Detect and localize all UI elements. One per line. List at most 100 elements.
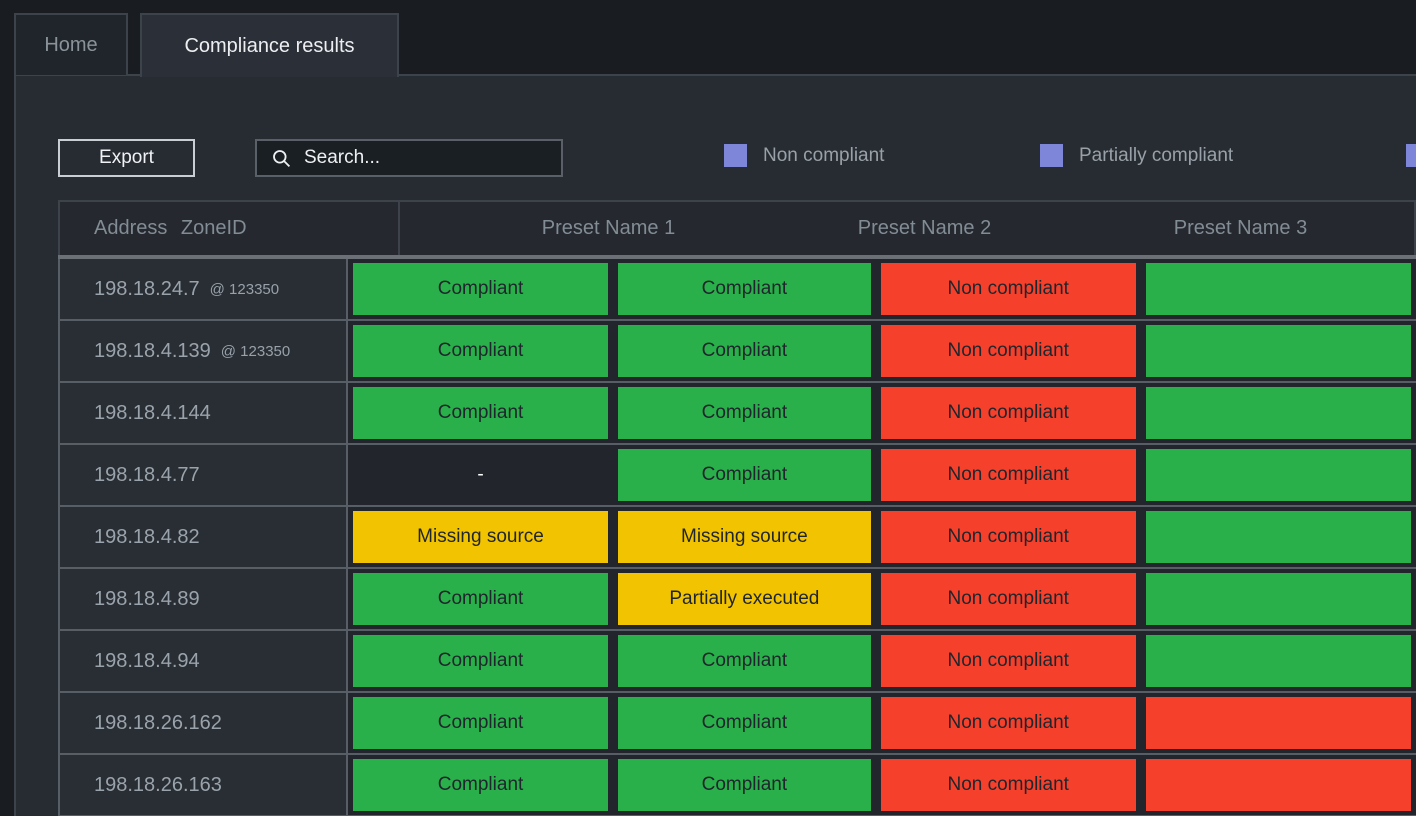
status-cell: Non compliant [876, 569, 1141, 629]
status-cell: Compliant [348, 321, 613, 381]
legend-item: Non compliant [724, 144, 884, 167]
table-row: 198.18.4.139 @ 123350 Compliant Compliant No… [60, 321, 1416, 383]
status-badge-compliant [1145, 325, 1411, 377]
status-badge-compliant: Compliant [617, 697, 871, 749]
legend-swatch-icon [1040, 144, 1063, 167]
status-cell: Non compliant [876, 259, 1141, 319]
address-text: 198.18.4.89 [94, 587, 200, 610]
status-cell: Compliant [613, 445, 876, 505]
status-cell: Compliant [613, 755, 876, 815]
status-badge-compliant: Compliant [617, 759, 871, 811]
status-badge-compliant: Compliant [353, 263, 608, 315]
address-cell: 198.18.4.94 [60, 631, 349, 691]
status-badge-compliant [1145, 573, 1411, 625]
status-badge-compliant [1145, 263, 1411, 315]
status-badge-non_compliant: Non compliant [880, 573, 1136, 625]
status-badge-non_compliant: Non compliant [880, 511, 1136, 563]
status-badge-compliant [1145, 449, 1411, 501]
address-cell: 198.18.4.144 [60, 383, 349, 443]
address-cell: 198.18.4.82 [60, 507, 349, 567]
status-cell: Compliant [348, 383, 613, 443]
table-row: 198.18.24.7 @ 123350 Compliant Compliant Non… [60, 259, 1416, 321]
tab-compliance-results[interactable]: Compliance results [140, 13, 399, 77]
legend-item [1406, 144, 1416, 167]
status-cell: Compliant [348, 631, 613, 691]
status-badge-compliant: Compliant [617, 325, 871, 377]
tab-home[interactable]: Home [14, 13, 128, 75]
search-input[interactable] [304, 147, 561, 169]
status-badge-missing_source: Missing source [617, 511, 871, 563]
table-row: 198.18.26.162 Compliant Compliant Non compl… [60, 693, 1416, 755]
status-cell [1141, 383, 1416, 443]
table-row: 198.18.4.94 Compliant Compliant Non complia… [60, 631, 1416, 693]
column-header-preset-3[interactable]: Preset Name 3 [1032, 202, 1349, 255]
address-cell: 198.18.26.162 [60, 693, 349, 753]
legend-label: Non compliant [763, 144, 885, 166]
tab-home-label: Home [44, 33, 98, 56]
legend-item: Partially compliant [1040, 144, 1233, 167]
status-badge-non_compliant: Non compliant [880, 697, 1136, 749]
column-header-preset-2[interactable]: Preset Name 2 [717, 202, 1032, 255]
status-cell [1141, 507, 1416, 567]
status-badge-compliant: Compliant [353, 325, 608, 377]
column-header-address-zoneid[interactable]: Address ZoneID [60, 202, 400, 255]
status-badge-non_compliant [1145, 759, 1411, 811]
status-cell: Compliant [613, 259, 876, 319]
legend-label: Partially compliant [1079, 144, 1234, 166]
status-cell: Non compliant [876, 321, 1141, 381]
address-text: 198.18.4.139 [94, 339, 211, 362]
legend-swatch-icon [724, 144, 747, 167]
status-cell [1141, 569, 1416, 629]
status-cell: Compliant [613, 321, 876, 381]
status-cell: Non compliant [876, 445, 1141, 505]
status-badge-non_compliant: Non compliant [880, 449, 1136, 501]
status-cell [1141, 259, 1416, 319]
column-header-preset-label: Preset Name 3 [1173, 217, 1308, 239]
address-text: 198.18.4.144 [94, 401, 211, 424]
column-header-preset-label: Preset Name 1 [541, 217, 676, 239]
status-cell: Non compliant [876, 507, 1141, 567]
table-row: 198.18.4.82 Missing source Missing source N… [60, 507, 1416, 569]
status-badge-compliant: Compliant [353, 387, 608, 439]
header-separator [58, 255, 1416, 259]
compliance-table: Address ZoneID Preset Name 1 Preset Name 2… [58, 200, 1416, 816]
status-cell: Compliant [348, 755, 613, 815]
status-cell: Compliant [613, 631, 876, 691]
status-cell [1141, 755, 1416, 815]
status-badge-non_compliant [1145, 697, 1411, 749]
address-cell: 198.18.4.89 [60, 569, 349, 629]
table-row: 198.18.4.144 Compliant Compliant Non compli… [60, 383, 1416, 445]
search-icon [273, 149, 291, 167]
table-body: 198.18.24.7 @ 123350 Compliant Compliant Non… [58, 259, 1416, 816]
status-badge-compliant: Compliant [353, 697, 608, 749]
address-text: 198.18.4.77 [94, 463, 200, 486]
status-cell: Compliant [613, 383, 876, 443]
table-row: 198.18.26.163 Compliant Compliant Non compl… [60, 755, 1416, 816]
status-cell: - [348, 445, 613, 505]
address-text: 198.18.4.82 [94, 525, 200, 548]
status-badge-missing_source: Missing source [353, 511, 608, 563]
table-row: 198.18.4.89 Compliant Partially executed No… [60, 569, 1416, 631]
status-cell: Compliant [348, 693, 613, 753]
address-cell: 198.18.4.77 [60, 445, 349, 505]
export-button[interactable]: Export [58, 139, 195, 177]
status-cell: Missing source [348, 507, 613, 567]
status-cell: Partially executed [613, 569, 876, 629]
status-badge-non_compliant: Non compliant [880, 635, 1136, 687]
column-header-preset-label: Preset Name 2 [857, 217, 992, 239]
address-text: 198.18.4.94 [94, 649, 200, 672]
status-badge-compliant [1145, 387, 1411, 439]
column-header-preset-1[interactable]: Preset Name 1 [400, 202, 717, 255]
status-cell: Compliant [348, 259, 613, 319]
status-badge-compliant: Compliant [617, 635, 871, 687]
status-cell [1141, 631, 1416, 691]
status-badge-compliant: Compliant [617, 263, 871, 315]
table-header-row: Address ZoneID Preset Name 1 Preset Name 2… [58, 200, 1416, 255]
address-text: 198.18.26.163 [94, 773, 222, 796]
status-badge-none: - [477, 464, 484, 485]
status-badge-compliant: Compliant [617, 387, 871, 439]
search-box[interactable] [255, 139, 563, 177]
status-badge-non_compliant: Non compliant [880, 263, 1136, 315]
address-cell: 198.18.26.163 [60, 755, 349, 815]
